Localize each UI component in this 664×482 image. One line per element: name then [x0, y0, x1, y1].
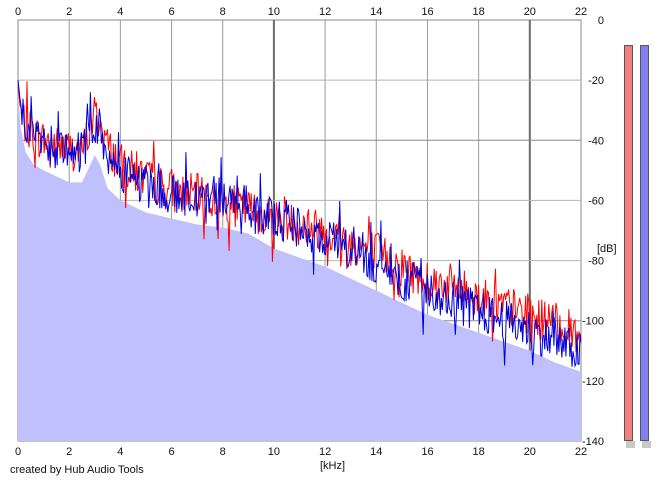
right-channel-meter [640, 45, 649, 441]
x-tick-label-bottom: 6 [168, 446, 174, 458]
x-tick-label-bottom: 12 [319, 446, 331, 458]
y-tick-label: -100 [582, 316, 604, 328]
spectrum-envelope-area [18, 86, 581, 441]
y-tick-label: -40 [588, 135, 604, 147]
x-tick-label-bottom: 4 [117, 446, 123, 458]
x-tick-label-bottom: 2 [66, 446, 72, 458]
x-tick-label-top: 20 [524, 6, 536, 18]
y-tick-label: 0 [598, 15, 604, 27]
bottom-x-tick-labels: 0 2 4 6 8 10 12 14 16 18 20 22 [15, 446, 587, 458]
x-tick-label-bottom: 20 [524, 446, 536, 458]
x-axis-label: [kHz] [320, 460, 345, 472]
credit-text: created by Hub Audio Tools [10, 464, 144, 476]
y-tick-label: -120 [582, 376, 604, 388]
x-tick-label-top: 16 [421, 6, 433, 18]
x-tick-label-bottom: 8 [220, 446, 226, 458]
y-tick-label: -140 [582, 436, 604, 448]
left-channel-meter [624, 45, 633, 441]
x-tick-label-top: 10 [268, 6, 280, 18]
x-tick-label-top: 2 [66, 6, 72, 18]
x-tick-label-bottom: 10 [268, 446, 280, 458]
x-tick-label-top: 22 [575, 6, 587, 18]
x-tick-label-top: 18 [473, 6, 485, 18]
x-tick-label-bottom: 0 [15, 446, 21, 458]
x-tick-label-bottom: 22 [575, 446, 587, 458]
x-tick-label-top: 14 [370, 6, 382, 18]
x-tick-label-top: 12 [319, 6, 331, 18]
x-tick-label-top: 0 [15, 6, 21, 18]
y-tick-labels: 0 -20 -40 -60 -80 -100 -120 -140 [582, 15, 604, 448]
x-tick-label-bottom: 16 [421, 446, 433, 458]
x-tick-label-top: 8 [220, 6, 226, 18]
y-tick-label: -80 [588, 256, 604, 268]
x-tick-label-bottom: 18 [473, 446, 485, 458]
series-blue-line [17, 80, 582, 368]
left-channel-meter-shadow [626, 441, 635, 448]
top-x-tick-labels: 0 2 4 6 8 10 12 14 16 18 20 22 [15, 6, 587, 18]
x-tick-label-top: 4 [117, 6, 123, 18]
y-tick-label: -20 [588, 75, 604, 87]
x-tick-label-top: 6 [168, 6, 174, 18]
x-tick-label-bottom: 14 [370, 446, 382, 458]
y-tick-label: -60 [588, 195, 604, 207]
right-channel-meter-shadow [642, 441, 651, 448]
y-axis-label: [dB] [597, 243, 617, 255]
